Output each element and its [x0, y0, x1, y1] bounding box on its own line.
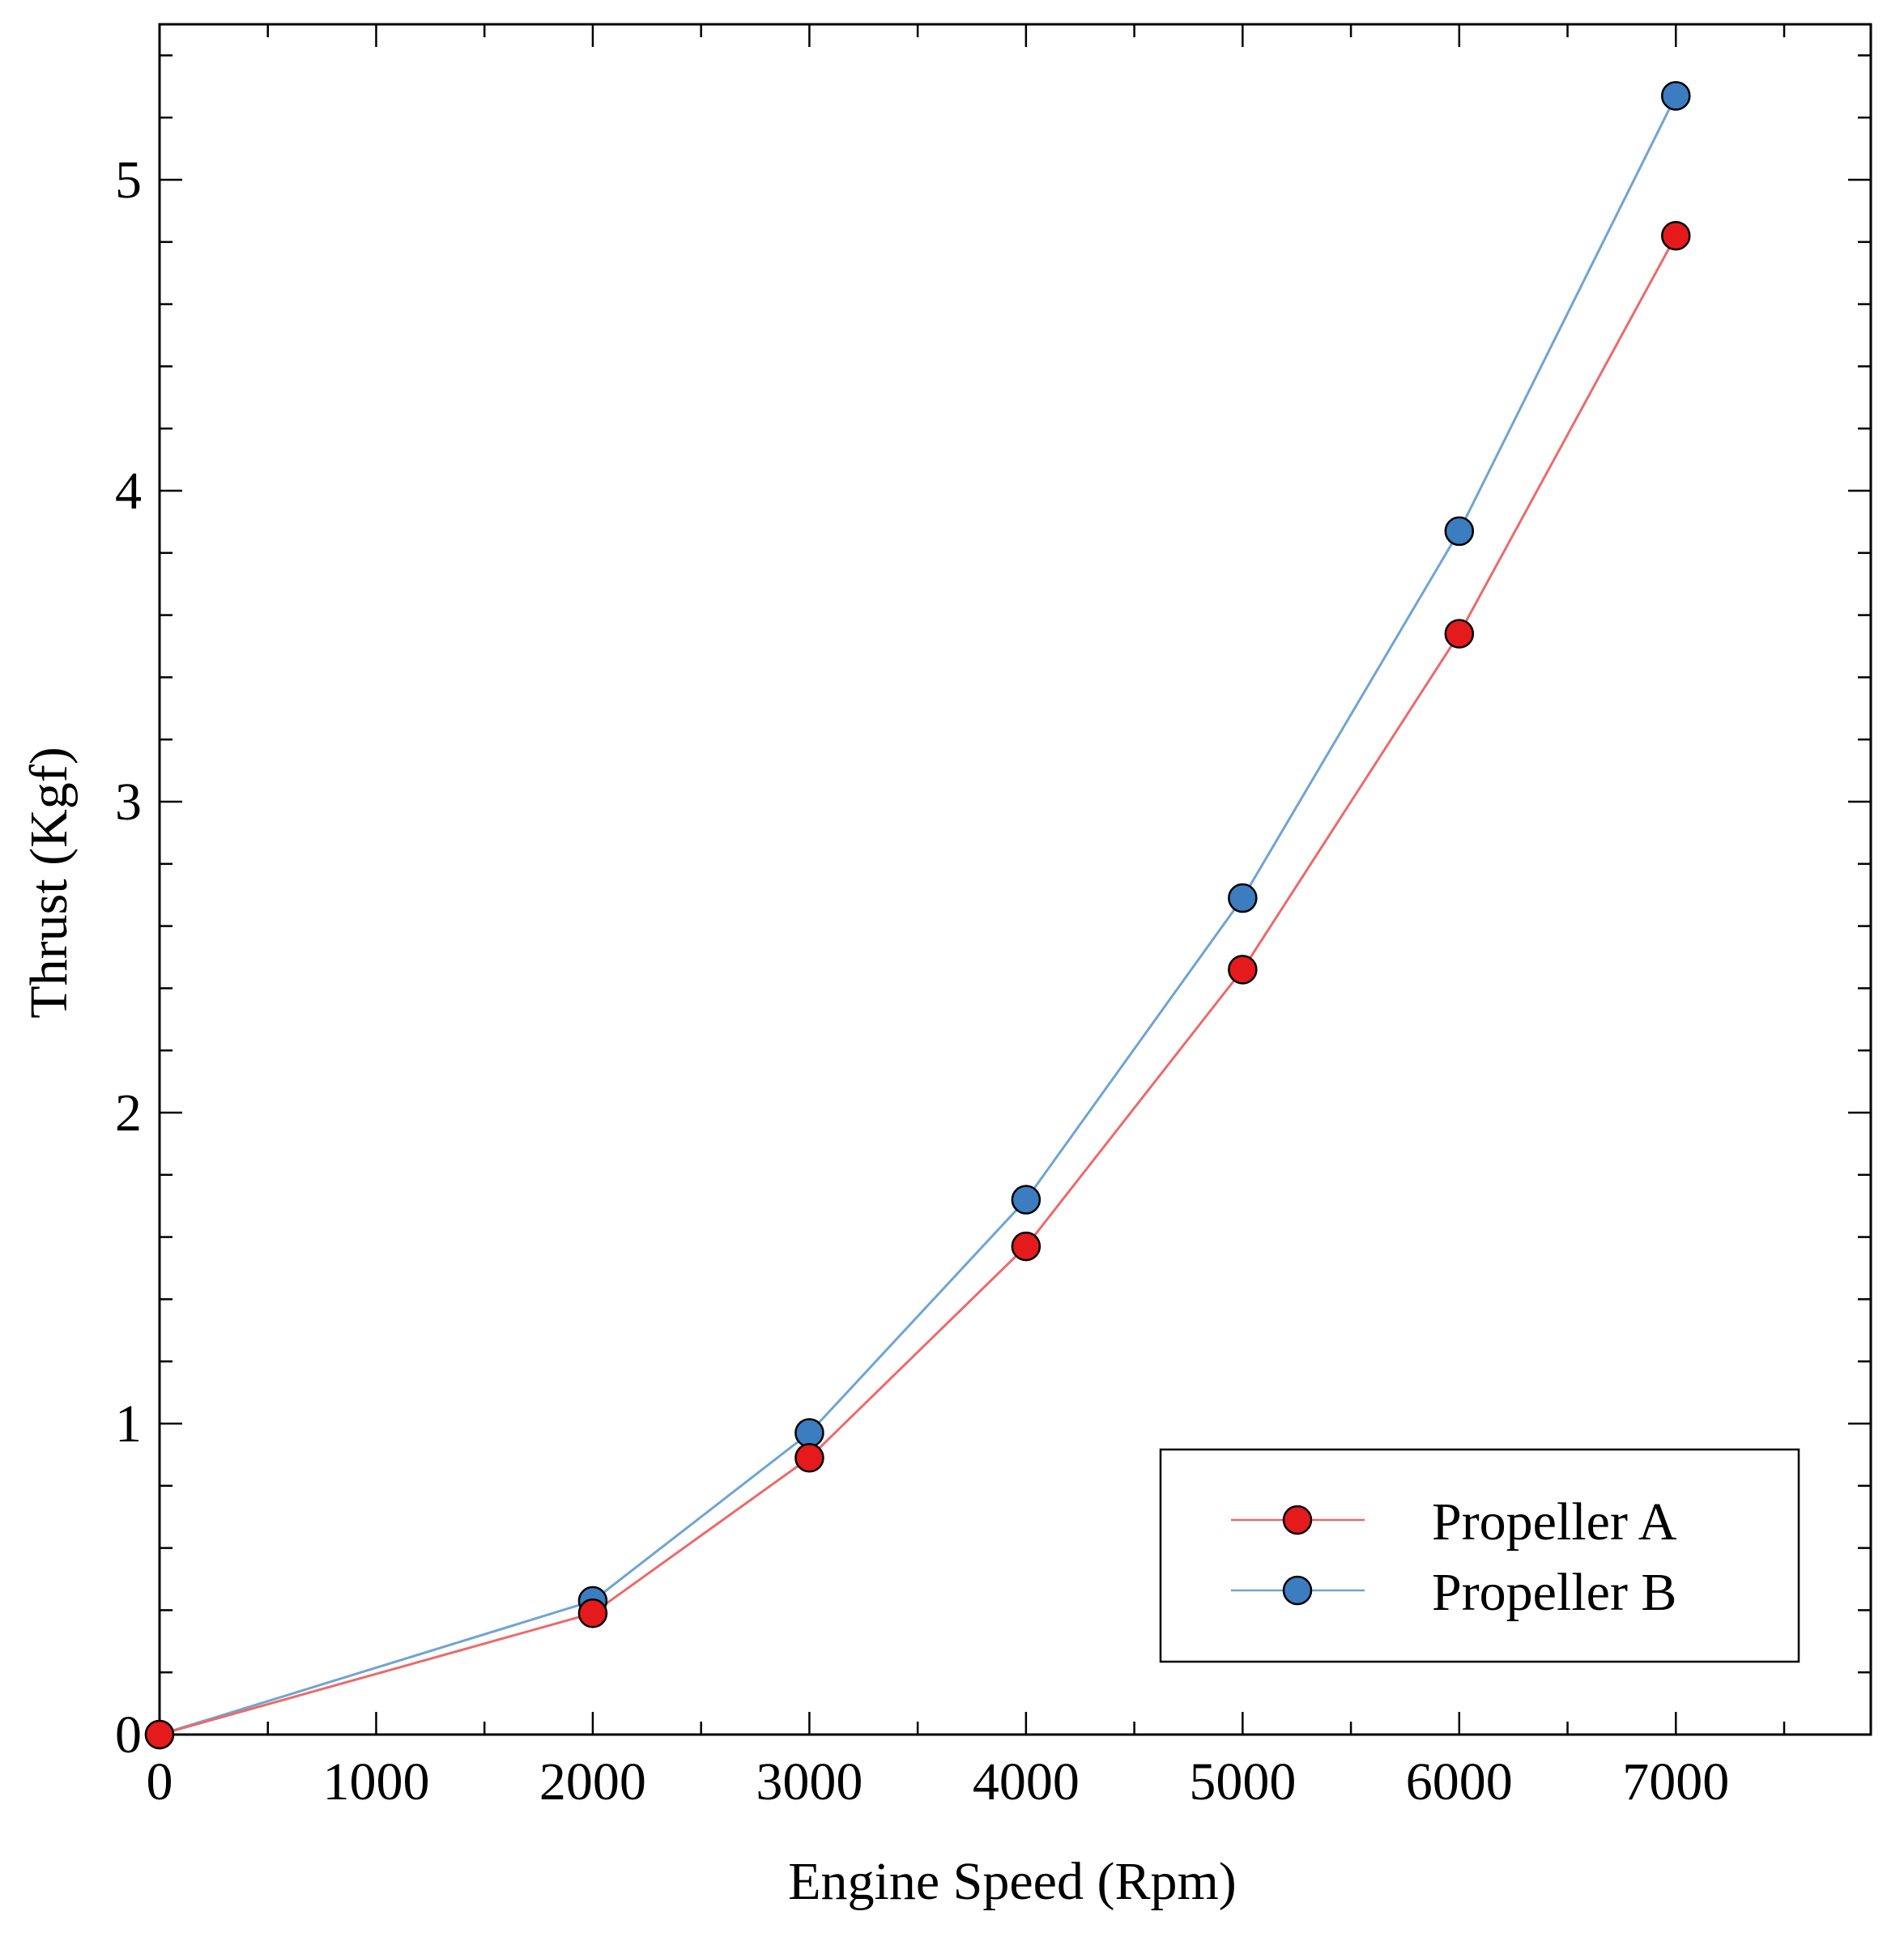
- legend-entry-propeller-a: Propeller A: [1231, 1492, 1677, 1552]
- x-tick-label: 2000: [539, 1752, 646, 1811]
- plot-area: [158, 23, 1872, 1736]
- data-point-propeller-b: [1011, 1185, 1041, 1215]
- y-tick-label: 3: [115, 773, 142, 832]
- data-point-propeller-a: [1444, 619, 1475, 649]
- legend-entry-propeller-b: Propeller B: [1231, 1563, 1676, 1622]
- legend: Propeller A Propeller B: [1159, 1448, 1800, 1663]
- data-point-propeller-a: [144, 1719, 175, 1750]
- y-axis-tick-labels: 0 1 2 3 4 5: [115, 151, 142, 1765]
- data-point-propeller-b: [1661, 81, 1691, 111]
- x-axis-tick-labels: 0 1000 2000 3000 4000 5000 6000 7000: [147, 1752, 1730, 1811]
- x-axis-title: Engine Speed (Rpm): [788, 1852, 1237, 1911]
- legend-box: [1159, 1448, 1800, 1663]
- x-tick-label: 0: [147, 1752, 173, 1811]
- legend-label-propeller-a: Propeller A: [1432, 1492, 1677, 1552]
- x-tick-label: 3000: [756, 1752, 863, 1811]
- y-tick-label: 1: [115, 1394, 142, 1454]
- y-tick-label: 4: [115, 462, 142, 521]
- data-point-propeller-a: [1011, 1231, 1041, 1262]
- series-points: [144, 81, 1691, 1750]
- data-point-propeller-b: [794, 1418, 824, 1448]
- x-tick-label: 5000: [1189, 1752, 1296, 1811]
- legend-marker-propeller-a: [1282, 1505, 1313, 1535]
- x-tick-label: 6000: [1406, 1752, 1513, 1811]
- data-point-propeller-a: [794, 1442, 824, 1473]
- x-tick-label: 1000: [322, 1752, 429, 1811]
- y-tick-label: 5: [115, 151, 142, 210]
- data-point-propeller-b: [1228, 883, 1258, 913]
- data-point-propeller-b: [1444, 516, 1475, 547]
- legend-label-propeller-b: Propeller B: [1432, 1563, 1676, 1622]
- y-tick-label: 2: [115, 1083, 142, 1143]
- axis-ticks: [158, 24, 1871, 1736]
- plot-frame: [158, 23, 1872, 1736]
- x-tick-label: 7000: [1622, 1752, 1729, 1811]
- y-tick-label: 0: [115, 1705, 142, 1765]
- y-axis-title: Thrust (Kgf): [19, 747, 79, 1018]
- legend-marker-propeller-b: [1282, 1575, 1313, 1606]
- data-point-propeller-a: [1661, 220, 1691, 251]
- data-point-propeller-a: [577, 1598, 608, 1628]
- data-point-propeller-a: [1228, 955, 1258, 985]
- x-tick-label: 4000: [973, 1752, 1080, 1811]
